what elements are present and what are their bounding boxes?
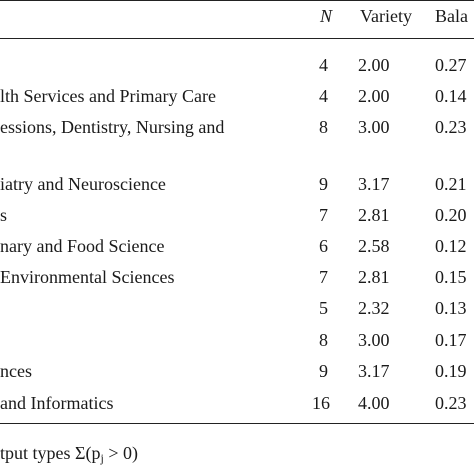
header-balance: Bala [435, 6, 468, 26]
row-balance: 0.15 [435, 267, 467, 287]
row-variety: 3.17 [358, 174, 390, 194]
row-variety: 2.81 [358, 267, 390, 287]
row-n: 6 [319, 236, 328, 256]
row-n: 8 [319, 330, 328, 350]
row-variety: 2.00 [358, 55, 390, 75]
row-label: Environmental Sciences [0, 267, 175, 287]
row-n: 9 [319, 361, 328, 381]
row-n: 9 [319, 174, 328, 194]
table-top-rule [0, 0, 474, 1]
row-balance: 0.13 [435, 298, 467, 318]
row-label: lth Services and Primary Care [0, 86, 216, 106]
row-n: 7 [319, 267, 328, 287]
row-label: essions, Dentistry, Nursing and [0, 117, 225, 137]
footnote-prefix: tput types Σ(p [0, 443, 101, 463]
row-variety: 2.32 [358, 298, 390, 318]
row-label: nces [0, 361, 32, 381]
row-balance: 0.12 [435, 236, 467, 256]
row-balance: 0.21 [435, 174, 467, 194]
row-variety: 3.00 [358, 330, 390, 350]
table-bottom-rule [0, 423, 474, 424]
row-balance: 0.23 [435, 117, 467, 137]
row-balance: 0.27 [435, 55, 467, 75]
footnote-subscript: j [100, 451, 104, 465]
table-footnote: tput types Σ(pj > 0) [0, 443, 138, 468]
row-balance: 0.17 [435, 330, 467, 350]
row-n: 8 [319, 117, 328, 137]
row-variety: 3.00 [358, 117, 390, 137]
row-n: 4 [319, 86, 328, 106]
row-label: iatry and Neuroscience [0, 174, 166, 194]
row-variety: 2.58 [358, 236, 390, 256]
header-rule [0, 38, 474, 39]
row-label: nary and Food Science [0, 236, 165, 256]
row-n: 16 [312, 393, 330, 413]
row-label: and Informatics [0, 393, 114, 413]
row-n: 7 [319, 205, 328, 225]
row-n: 4 [319, 55, 328, 75]
row-n: 5 [319, 298, 328, 318]
row-variety: 2.81 [358, 205, 390, 225]
row-variety: 3.17 [358, 361, 390, 381]
header-n: N [320, 6, 333, 26]
row-balance: 0.19 [435, 361, 467, 381]
row-balance: 0.23 [435, 393, 467, 413]
row-variety: 2.00 [358, 86, 390, 106]
row-variety: 4.00 [358, 393, 390, 413]
row-label: s [0, 205, 8, 225]
row-balance: 0.14 [435, 86, 467, 106]
row-balance: 0.20 [435, 205, 467, 225]
header-variety: Variety [360, 6, 412, 26]
footnote-suffix: > 0) [103, 443, 138, 463]
